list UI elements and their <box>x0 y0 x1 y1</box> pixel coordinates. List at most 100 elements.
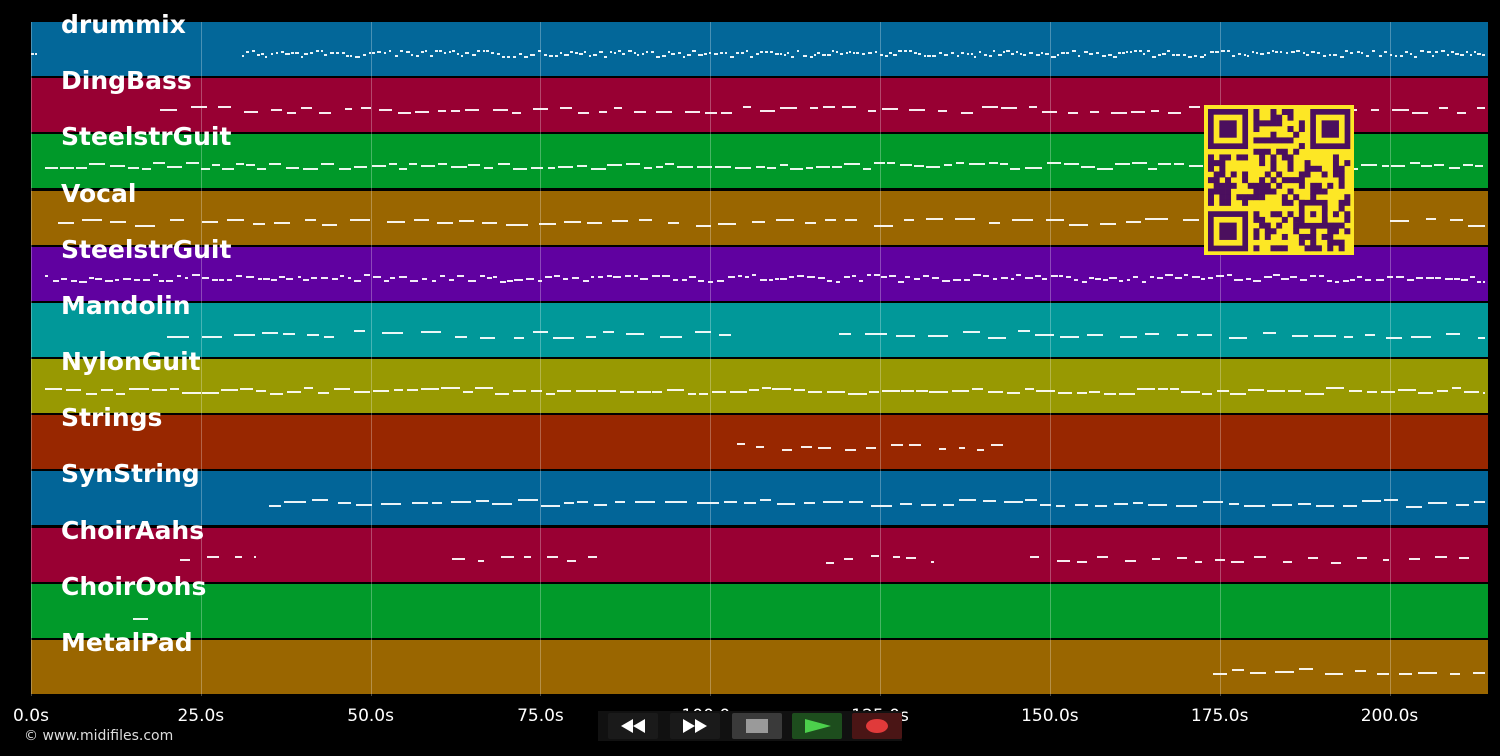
midi-note <box>304 52 309 55</box>
track-name: SynString <box>61 459 200 489</box>
midi-note <box>1285 52 1289 55</box>
midi-note <box>577 501 588 504</box>
midi-note <box>1254 556 1266 559</box>
midi-note <box>1010 277 1015 280</box>
midi-note <box>1124 560 1136 563</box>
track-lane[interactable] <box>31 415 1488 472</box>
midi-note <box>431 502 443 505</box>
midi-note <box>1171 53 1175 56</box>
midi-note <box>1006 49 1011 52</box>
midi-note <box>718 333 731 336</box>
midi-note <box>349 54 353 57</box>
midi-note <box>1405 505 1423 508</box>
midi-note <box>1069 223 1088 226</box>
midi-note <box>526 277 535 280</box>
track-lane[interactable] <box>31 22 1488 79</box>
track-lane[interactable] <box>31 639 1488 696</box>
midi-note <box>759 278 767 281</box>
midi-note <box>1011 219 1034 222</box>
midi-note <box>751 274 756 277</box>
midi-note <box>578 52 583 55</box>
midi-note <box>711 391 727 394</box>
midi-note <box>1129 51 1132 54</box>
midi-note <box>560 52 563 54</box>
midi-note <box>1131 162 1147 165</box>
record-button[interactable] <box>852 713 902 739</box>
midi-note <box>324 336 335 339</box>
midi-note <box>477 50 480 53</box>
midi-note <box>474 387 494 390</box>
midi-note <box>1309 275 1316 278</box>
midi-note <box>868 391 879 394</box>
midi-note <box>1288 389 1302 392</box>
fast-forward-button[interactable] <box>670 713 720 739</box>
midi-note <box>1057 54 1060 57</box>
midi-note <box>1384 499 1399 502</box>
track-lane[interactable] <box>31 471 1488 528</box>
midi-note <box>1089 111 1100 114</box>
midi-note <box>1450 218 1464 221</box>
midi-note <box>415 111 429 114</box>
midi-note <box>257 54 260 57</box>
midi-note <box>1398 388 1417 391</box>
track-lane[interactable] <box>31 583 1488 640</box>
track-name: MetalPad <box>61 627 193 657</box>
track-lane[interactable] <box>31 302 1488 359</box>
midi-note <box>1089 53 1093 56</box>
midi-note <box>1260 53 1265 56</box>
midi-note <box>824 219 837 222</box>
midi-note <box>1083 50 1088 53</box>
midi-note <box>360 106 371 109</box>
midi-note <box>513 336 524 339</box>
midi-note <box>1280 51 1283 54</box>
midi-note <box>1445 332 1460 335</box>
midi-note <box>974 56 977 59</box>
midi-note <box>219 279 224 282</box>
midi-note <box>1208 276 1213 279</box>
midi-note <box>1188 55 1192 58</box>
midi-note <box>729 55 734 58</box>
midi-note <box>284 501 307 504</box>
midi-note <box>1476 280 1481 283</box>
midi-note <box>1182 218 1200 221</box>
midi-note <box>439 49 443 52</box>
midi-note <box>1132 501 1143 504</box>
midi-note <box>844 218 858 221</box>
midi-note <box>321 224 337 227</box>
stop-button[interactable] <box>732 713 782 739</box>
midi-note <box>577 111 589 114</box>
midi-note <box>1076 391 1087 394</box>
midi-note <box>557 165 573 168</box>
midi-note <box>201 336 223 338</box>
midi-note <box>221 168 234 171</box>
midi-note <box>1465 51 1469 54</box>
play-button[interactable] <box>792 713 842 739</box>
grid-line <box>880 22 882 696</box>
midi-note <box>1380 391 1395 394</box>
midi-note <box>762 387 771 389</box>
midi-note <box>765 51 768 54</box>
midi-note <box>421 278 428 281</box>
midi-note <box>1067 111 1079 114</box>
midi-note <box>897 280 904 283</box>
midi-note <box>354 280 362 283</box>
midi-note <box>786 51 789 54</box>
midi-note <box>1477 336 1485 339</box>
midi-note <box>989 55 992 58</box>
midi-note <box>1194 55 1198 58</box>
track-lane[interactable] <box>31 246 1488 303</box>
midi-note <box>780 107 797 110</box>
midi-note <box>904 219 914 222</box>
midi-note <box>468 164 481 167</box>
midi-note <box>1473 501 1485 504</box>
midi-note <box>1117 52 1121 55</box>
rewind-button[interactable] <box>608 713 658 739</box>
track-lane[interactable] <box>31 527 1488 584</box>
midi-note <box>482 221 498 224</box>
midi-note <box>805 222 816 225</box>
midi-note <box>1066 275 1071 278</box>
midi-note <box>1100 223 1116 226</box>
track-lane[interactable] <box>31 359 1488 416</box>
midi-note <box>1189 106 1200 109</box>
midi-note <box>1326 387 1344 390</box>
